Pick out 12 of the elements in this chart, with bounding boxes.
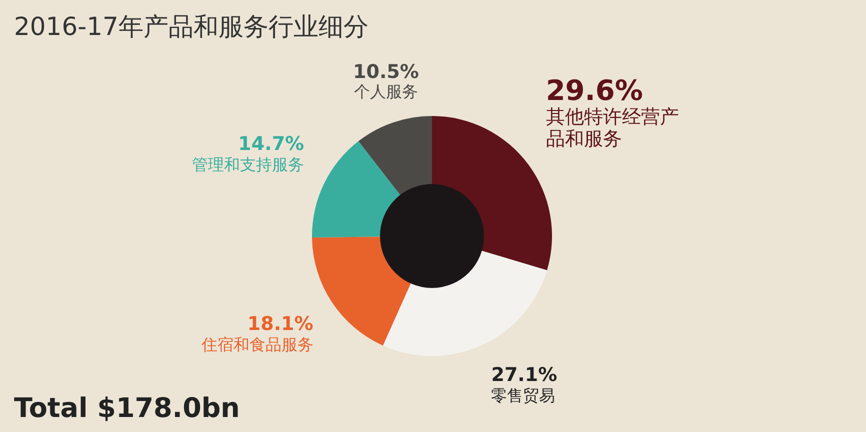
data-label: 14.7% — [237, 133, 304, 156]
data-label: 29.6% — [546, 74, 643, 108]
data-label: 27.1% — [491, 364, 558, 387]
slice-label: 个人服务 — [353, 82, 419, 102]
data-label: 10.5% — [353, 60, 419, 84]
slice-label: 住宿和食品服务 — [201, 334, 314, 354]
slice-label: 零售贸易 — [491, 386, 556, 406]
data-label: 18.1% — [246, 312, 314, 336]
chart-title: 2016-17年产品和服务行业细分 — [14, 11, 368, 43]
slice-label: 其他特许经营产品和服务 — [546, 106, 680, 151]
text: Total $178.0bn — [14, 393, 240, 424]
slice-label: 管理和支持服务 — [192, 155, 304, 175]
